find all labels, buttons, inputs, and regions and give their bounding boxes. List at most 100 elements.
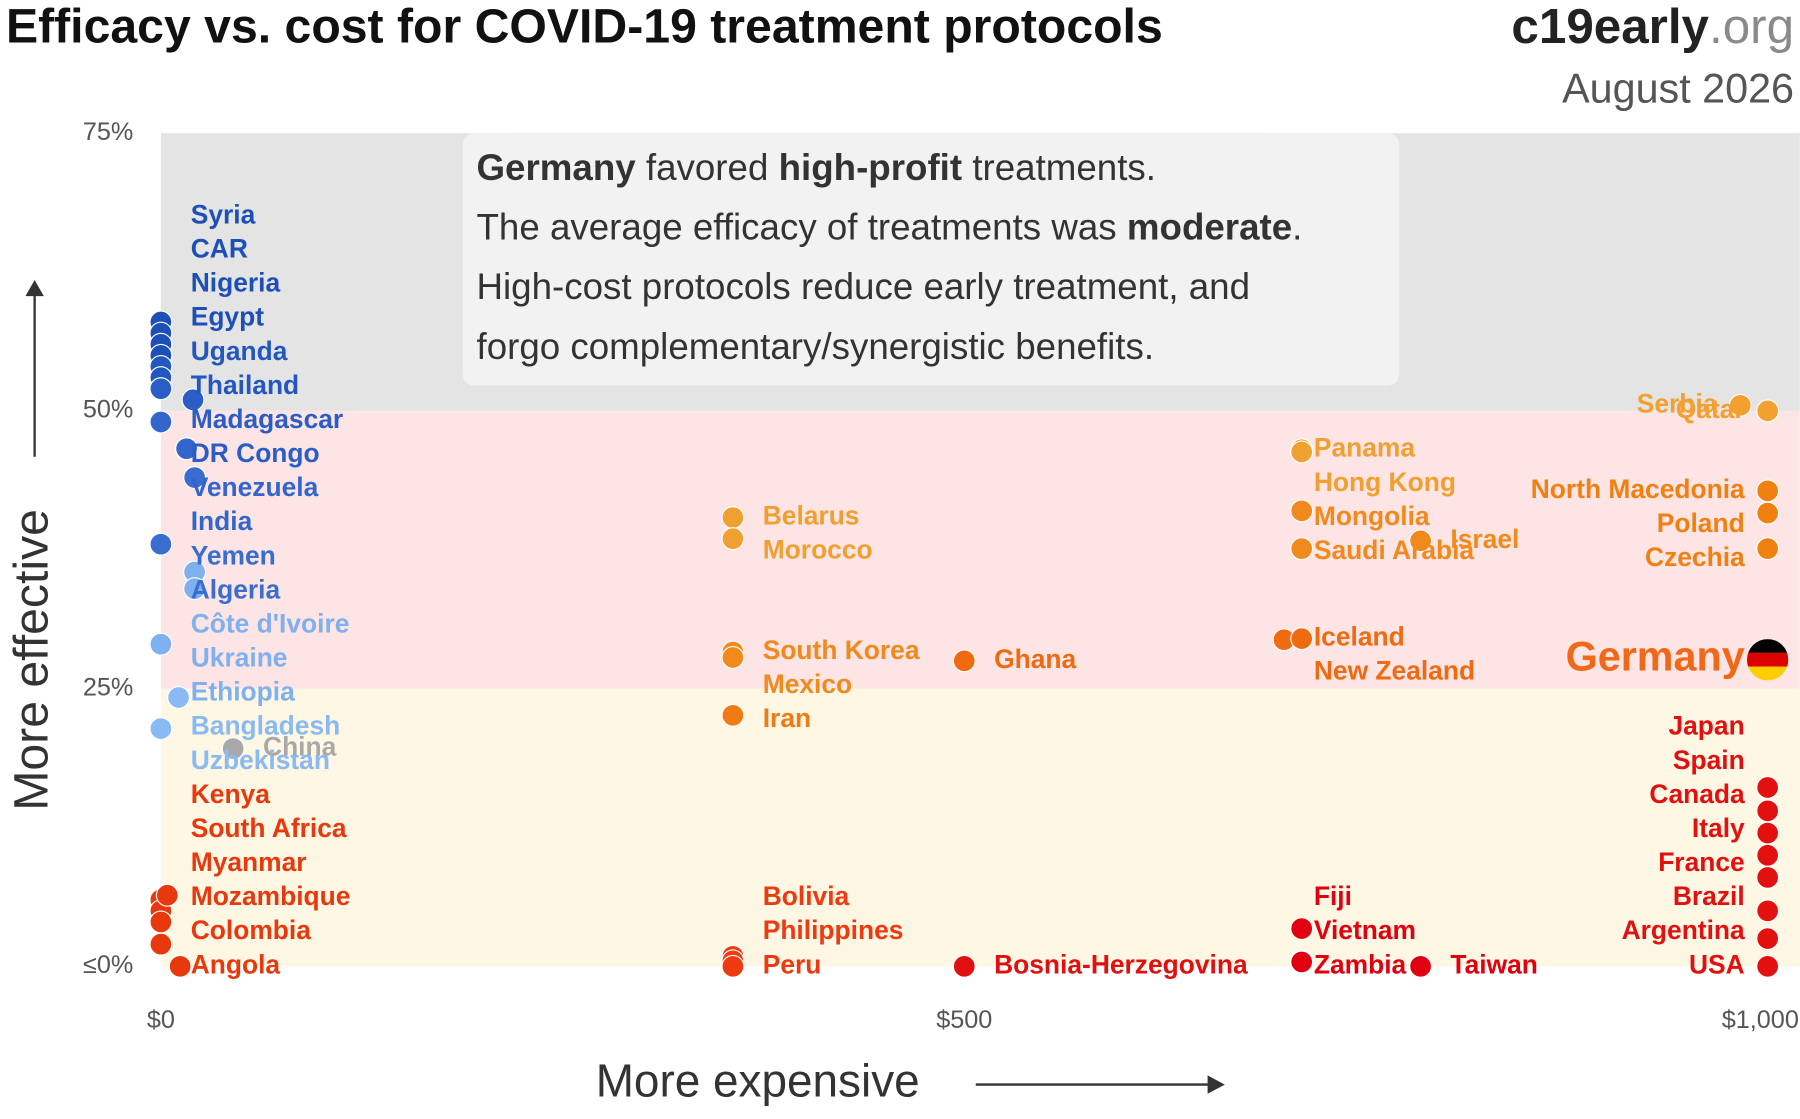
point-label: Nigeria [191, 268, 281, 298]
point [721, 646, 745, 669]
point-label: Yemen [191, 540, 276, 570]
annotation-line: forgo complementary/synergistic benefits… [477, 326, 1155, 367]
point-label: Iceland [1314, 622, 1405, 652]
point-label: Syria [191, 199, 256, 229]
point-label: Thailand [191, 370, 299, 400]
point [1756, 776, 1780, 799]
y-axis-label: More effective [4, 509, 58, 811]
annotation-text: High-cost protocols reduce early treatme… [477, 266, 1251, 307]
brand-suffix: .org [1709, 0, 1794, 54]
point [1290, 440, 1314, 464]
point [1756, 866, 1780, 889]
x-tick-label: $0 [147, 1006, 175, 1034]
points [149, 310, 1789, 978]
point [1409, 529, 1433, 553]
point [175, 437, 199, 461]
point-label: Ukraine [191, 643, 288, 673]
point-label: Ghana [994, 644, 1076, 674]
point [149, 932, 173, 956]
point-labels: Syria CAR Nigeria Egypt Uganda Thailand Madaga… [191, 199, 1745, 979]
point [1756, 399, 1780, 423]
flag-marker [1746, 639, 1789, 681]
point [155, 883, 179, 907]
point-label: Mexico [763, 669, 852, 699]
point [1756, 799, 1780, 823]
point-label: Morocco [763, 535, 873, 565]
point-label: Philippines [763, 915, 904, 945]
point [167, 686, 191, 709]
point [1290, 627, 1314, 651]
point [149, 410, 173, 434]
point [1756, 899, 1780, 923]
point [149, 377, 173, 401]
chart-title: Efficacy vs. cost for COVID-19 treatment… [6, 0, 1163, 54]
point-label: Belarus [763, 500, 860, 530]
point-label: Brazil [1673, 881, 1745, 911]
point-label: Uganda [191, 336, 288, 366]
flag-stripe [1746, 639, 1789, 653]
point [721, 954, 745, 978]
point [149, 532, 173, 556]
y-tick-label: 75% [83, 118, 134, 146]
point-label: Mozambique [191, 881, 351, 911]
annotation-text: high-profit [779, 147, 963, 188]
point [183, 577, 207, 601]
point-label: Fiji [1314, 881, 1352, 911]
point-label: Bolivia [763, 881, 850, 911]
point-label: Kenya [191, 779, 270, 809]
band [160, 688, 1800, 967]
y-tick-label: 50% [83, 396, 134, 424]
point-label: Spain [1673, 745, 1745, 775]
point-label: China [263, 732, 337, 762]
point-label: North Macedonia [1531, 474, 1745, 504]
point-label: Zambia [1314, 949, 1407, 979]
point-label: Iran [763, 703, 811, 733]
ticks: ≤0% 25% 50% 75% $0 $500 $1,000+ [83, 118, 1800, 1034]
point [1756, 501, 1780, 525]
point-label: South Korea [763, 635, 920, 665]
point-label: Serbia [1637, 388, 1718, 418]
point [721, 527, 745, 551]
point-label: Angola [191, 949, 281, 979]
annotation-text: . [1292, 206, 1302, 247]
point-label: Mongolia [1314, 501, 1430, 531]
point-label: USA [1689, 949, 1745, 979]
point [1756, 927, 1780, 951]
point-label: Hong Kong [1314, 467, 1456, 497]
point-label: Bosnia-Herzegovina [994, 949, 1248, 979]
annotation-text: Germany [477, 147, 637, 188]
annotation-text: moderate [1127, 206, 1292, 247]
annotation: Germany favored high-profit treatments. T… [477, 147, 1303, 367]
point [1756, 537, 1780, 561]
point-label: Qatar [1676, 394, 1745, 424]
brand: c19early.org [1511, 0, 1794, 54]
point [952, 649, 976, 673]
point-label: Panama [1314, 433, 1415, 463]
point-label: Colombia [191, 915, 311, 945]
point-label: Czechia [1645, 542, 1745, 572]
point [1756, 821, 1780, 845]
point [168, 954, 192, 978]
y-arrow [25, 280, 44, 457]
annotation-text: forgo complementary/synergistic benefits… [477, 326, 1155, 367]
annotation-line: High-cost protocols reduce early treatme… [477, 266, 1251, 307]
point-label: Japan [1668, 711, 1744, 741]
point [1290, 950, 1314, 974]
brand-name: c19early [1511, 0, 1709, 54]
point-label: India [191, 506, 253, 536]
point-label: Israel [1450, 524, 1519, 554]
point-label: Uzbekistan [191, 745, 330, 775]
point-label: South Africa [191, 813, 347, 843]
point-label: Vietnam [1314, 915, 1416, 945]
flag-stripe [1746, 666, 1789, 681]
point [1290, 537, 1314, 561]
point-label: Algeria [191, 574, 281, 604]
point [183, 466, 207, 490]
point-label: Ethiopia [191, 677, 295, 707]
point [1756, 843, 1780, 867]
point-label: Saudi Arabia [1314, 535, 1475, 565]
point-label: Canada [1649, 779, 1745, 809]
x-axis-label: More expensive [596, 1055, 920, 1107]
point-label: Italy [1692, 813, 1745, 843]
